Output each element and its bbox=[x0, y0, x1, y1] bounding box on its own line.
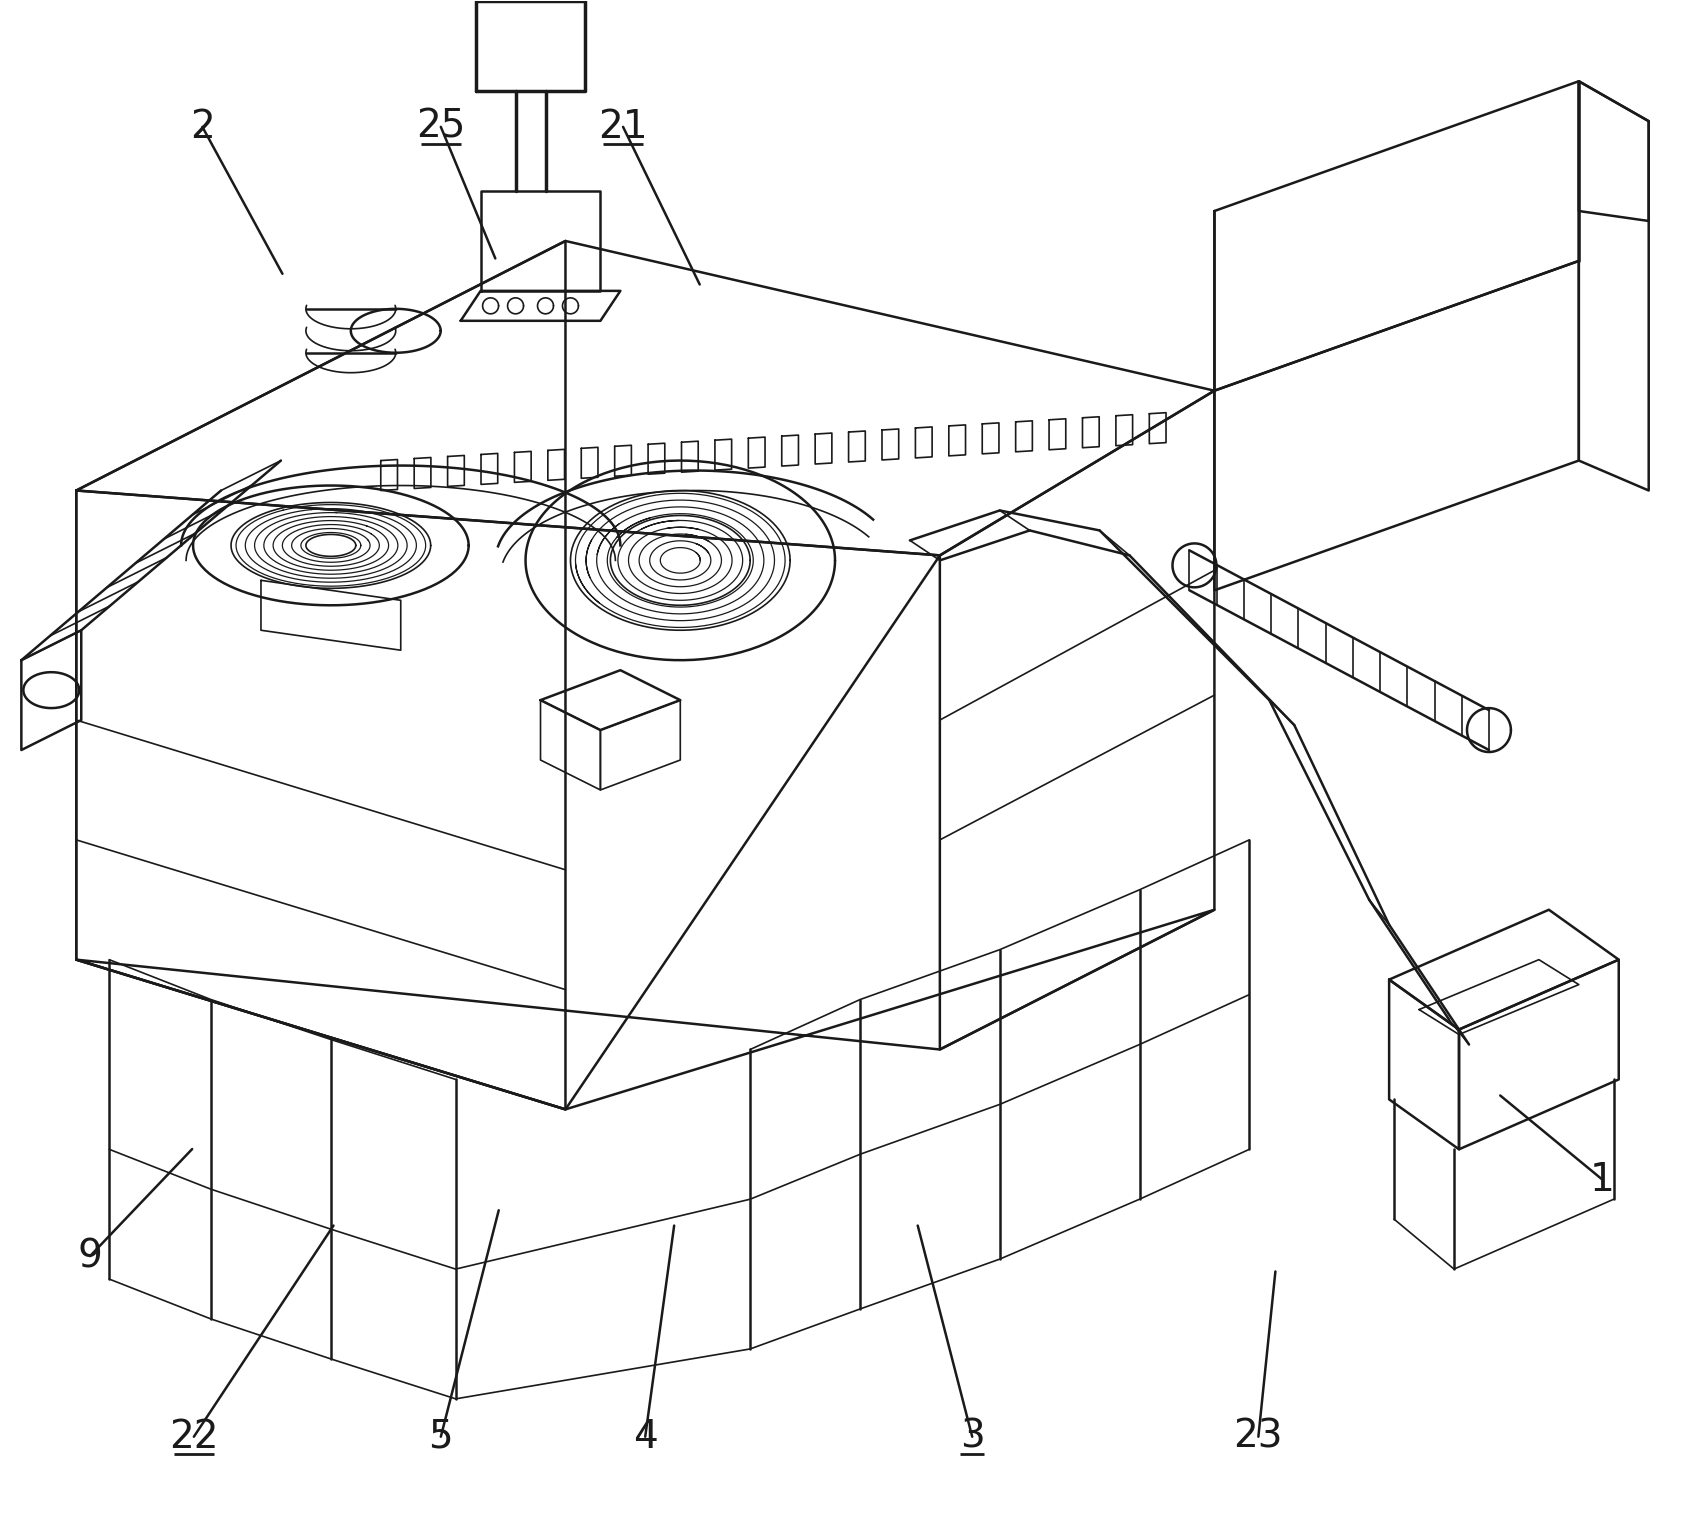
Text: 22: 22 bbox=[169, 1418, 218, 1456]
Text: 9: 9 bbox=[77, 1237, 102, 1275]
Text: 1: 1 bbox=[1589, 1160, 1615, 1199]
Text: 5: 5 bbox=[428, 1418, 454, 1456]
Text: 23: 23 bbox=[1233, 1418, 1282, 1456]
Text: 3: 3 bbox=[960, 1418, 984, 1456]
Text: 4: 4 bbox=[633, 1418, 656, 1456]
Text: 2: 2 bbox=[189, 107, 215, 146]
Text: 21: 21 bbox=[598, 107, 648, 146]
Text: 25: 25 bbox=[416, 107, 465, 146]
